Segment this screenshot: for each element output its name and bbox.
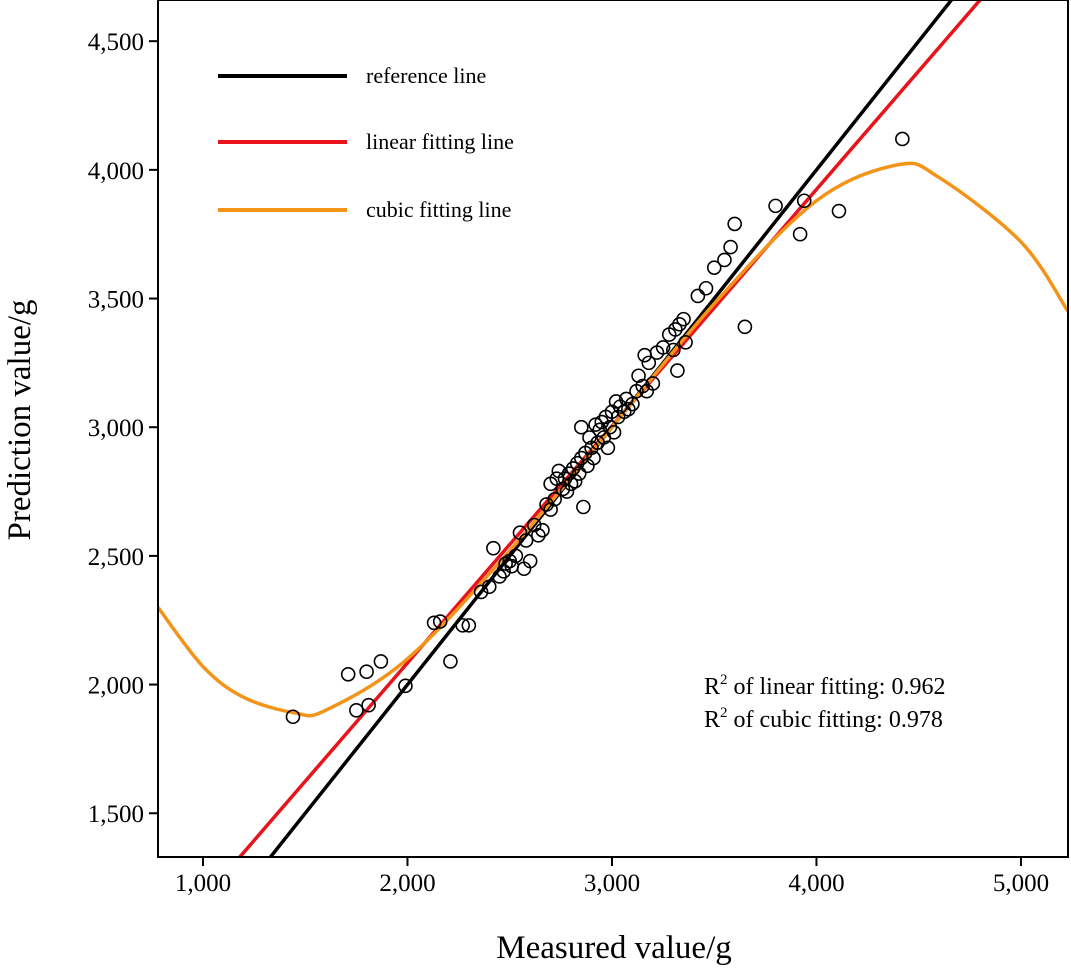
x-tick-label: 5,000 [993,870,1049,897]
data-point [443,654,458,669]
data-point [768,198,783,214]
data-point [486,540,501,556]
data-point [361,697,376,713]
y-tick-label: 2,500 [88,544,144,571]
data-point [625,396,640,412]
data-point [359,664,374,680]
x-axis-ticks: 1,000 2,000 3,000 4,000 5,000 [175,857,1049,897]
data-point [606,425,622,440]
data-point [668,322,683,337]
data-point [678,334,693,350]
reference-line [268,0,954,857]
data-point [547,491,563,507]
data-point [690,288,706,304]
data-point [672,316,687,332]
data-point [559,484,575,499]
plot-frame [157,0,1069,858]
y-tick-label: 3,000 [88,415,144,442]
y-axis-ticks: 1,500 2,000 2,500 3,000 3,500 4,000 4,500 [88,29,158,828]
x-tick-label: 2,000 [379,870,435,897]
data-point [796,193,812,209]
y-tick-label: 4,000 [88,158,144,185]
data-point [698,280,714,296]
x-tick-label: 1,000 [175,870,231,897]
data-point [563,476,579,492]
data-point [608,394,624,409]
x-tick-label: 3,000 [584,870,640,897]
data-point [631,368,646,384]
cubic-fitting-line [158,161,1068,718]
data-point [792,226,808,242]
data-point [340,666,356,682]
data-point [576,499,591,515]
data-point [526,517,542,533]
data-point [473,584,489,600]
data-point [543,502,558,517]
x-axis-title: Measured value/g [496,930,732,966]
y-tick-label: 2,000 [88,673,144,700]
data-point [670,363,685,378]
data-point [655,340,671,355]
data-point [586,450,601,466]
data-point [582,430,597,445]
data-point [635,378,650,394]
data-point [569,455,585,471]
data-point [432,614,448,629]
data-point [455,618,470,633]
data-point [555,481,571,497]
data-point [571,466,587,481]
data-point [727,216,742,232]
y-tick-label: 1,500 [88,801,144,828]
data-point [666,342,681,358]
data-point [481,579,497,595]
data-point [737,319,753,335]
data-point [574,419,589,435]
data-point [426,615,442,631]
data-point [637,347,652,363]
data-point [592,422,608,438]
data-point [895,131,910,147]
y-tick-label: 3,500 [88,287,144,314]
legend: reference line linear fitting line cubic… [218,63,514,222]
data-point [535,522,550,538]
data-point [522,553,538,569]
data-point [717,252,732,268]
data-point [676,311,691,327]
legend-label-reference: reference line [366,63,486,88]
data-point [706,260,722,275]
y-axis-title: Prediction value/g [2,299,38,540]
data-point [461,618,477,633]
data-point [594,414,610,430]
data-point [723,239,738,255]
data-points [285,131,910,725]
data-point [518,533,534,548]
y-tick-label: 4,500 [88,29,144,56]
legend-label-cubic: cubic fitting line [366,197,511,222]
data-point [373,654,389,669]
data-point [645,376,661,391]
data-point [531,528,546,543]
plot-lines [158,0,1068,857]
data-point [602,419,618,435]
data-point [539,497,554,512]
data-point [641,355,657,371]
data-point [492,569,507,584]
data-point [349,703,364,718]
data-point [621,401,636,417]
data-point [831,203,847,219]
legend-label-linear: linear fitting line [366,129,514,154]
data-point [567,473,583,489]
data-point [285,709,301,725]
r2-linear-annotation: R2 of linear fitting: 0.962 [704,672,945,700]
r2-cubic-annotation: R2 of cubic fitting: 0.978 [704,705,943,733]
data-point [508,548,524,564]
data-point [600,440,616,456]
data-point [398,678,413,694]
x-tick-label: 4,000 [788,870,844,897]
